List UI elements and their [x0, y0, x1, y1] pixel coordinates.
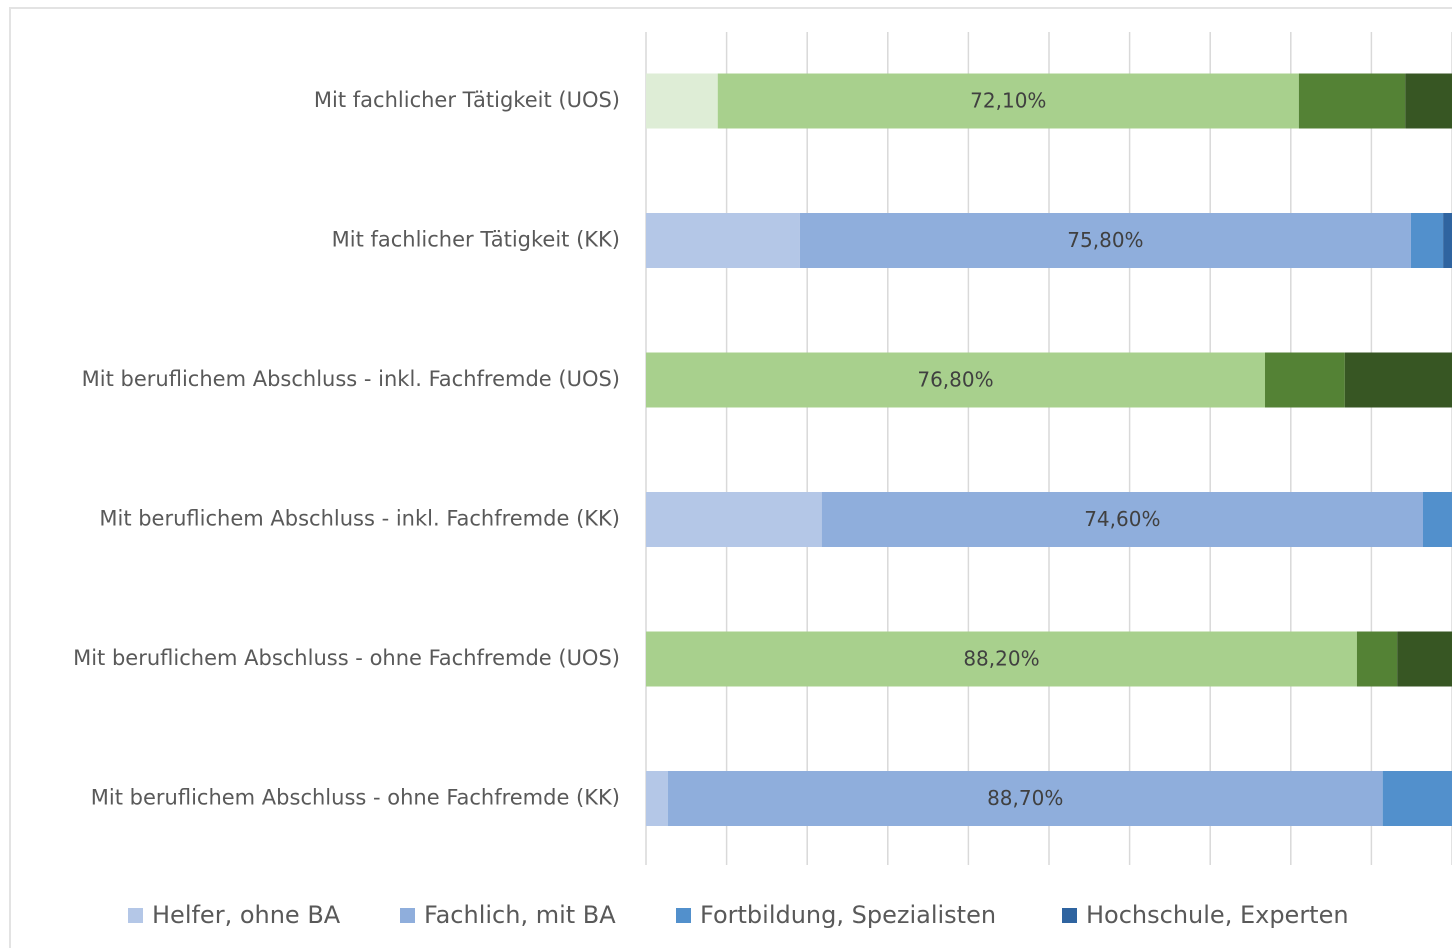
bar-segment: [646, 771, 668, 826]
legend-label: Fortbildung, Spezialisten: [700, 901, 996, 929]
bar-segment: [667, 771, 1383, 826]
value-label: 74,60%: [1084, 507, 1160, 531]
bar-segment: [1298, 73, 1406, 129]
bar-segment: [1265, 352, 1345, 408]
bar-segment: [799, 213, 1411, 268]
category-label: Mit beruflichem Abschluss - inkl. Fachfr…: [82, 367, 620, 391]
bar-segment: [1356, 631, 1398, 687]
category-label: Mit fachlicher Tätigkeit (KK): [332, 228, 620, 252]
legend-swatch: [1062, 908, 1077, 923]
legend-label: Helfer, ohne BA: [152, 901, 341, 929]
bar-segment: [1405, 73, 1452, 129]
bar-segment: [646, 213, 800, 268]
bar-segment: [1443, 213, 1452, 268]
bar-segment: [1422, 492, 1452, 547]
bar-segment: [646, 631, 1357, 687]
bar-segment: [1344, 352, 1452, 408]
legend-swatch: [676, 908, 691, 923]
category-label: Mit beruflichem Abschluss - ohne Fachfre…: [73, 646, 620, 670]
bar-segment: [646, 73, 718, 129]
bar-segment: [821, 492, 1423, 547]
value-label: 75,80%: [1067, 228, 1143, 252]
category-label: Mit beruflichem Abschluss - inkl. Fachfr…: [99, 507, 620, 531]
value-label: 88,20%: [963, 647, 1039, 671]
bar-segment: [646, 352, 1266, 408]
category-label: Mit fachlicher Tätigkeit (UOS): [314, 88, 620, 112]
value-label: 76,80%: [917, 368, 993, 392]
legend-swatch: [128, 908, 143, 923]
bar-segment: [1397, 631, 1452, 687]
value-label: 72,10%: [970, 89, 1046, 113]
legend-label: Hochschule, Experten: [1086, 901, 1349, 929]
category-label: Mit beruflichem Abschluss - ohne Fachfre…: [91, 786, 620, 810]
bar-segment: [717, 73, 1299, 129]
bar-segment: [1410, 213, 1444, 268]
legend-swatch: [400, 908, 415, 923]
bar-segment: [646, 492, 822, 547]
bar-segment: [1382, 771, 1452, 826]
legend-label: Fachlich, mit BA: [424, 901, 616, 929]
value-label: 88,70%: [987, 786, 1063, 810]
chart-frame: [9, 7, 1452, 948]
